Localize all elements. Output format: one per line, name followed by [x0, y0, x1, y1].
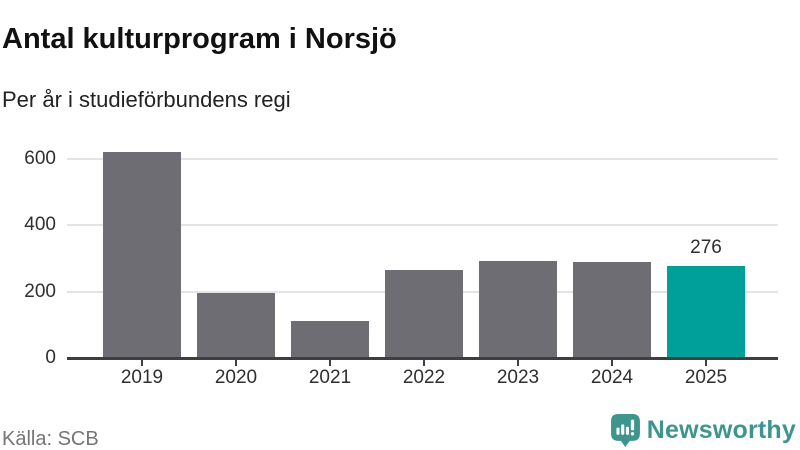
x-axis-label-2024: 2024	[590, 367, 634, 388]
x-axis-tick-2022	[423, 360, 425, 366]
chart-title: Antal kulturprogram i Norsjö	[2, 23, 397, 56]
highlight-bar-value-label: 276	[690, 237, 722, 259]
x-axis-tick-2023	[517, 360, 519, 366]
gridline-400	[67, 224, 778, 226]
newsworthy-logo[interactable]: Newsworthy	[610, 412, 796, 448]
y-axis-tick-label-0: 0	[45, 347, 56, 368]
gridline-600	[67, 157, 778, 160]
x-axis-label-2021: 2021	[308, 367, 352, 388]
x-axis-label-2020: 2020	[214, 367, 258, 388]
x-axis-label-2022: 2022	[402, 367, 446, 388]
bar-2022	[385, 269, 463, 358]
chart-subtitle: Per år i studieförbundens regi	[2, 87, 291, 112]
bar-2020	[197, 293, 275, 358]
x-axis-label-2019: 2019	[120, 367, 164, 388]
bar-2019	[103, 151, 181, 358]
y-axis-tick-label-600: 600	[24, 147, 56, 169]
x-axis-line	[67, 357, 778, 360]
x-axis-tick-2025	[705, 360, 707, 366]
bar-2024	[573, 261, 651, 358]
x-axis-tick-2024	[611, 360, 613, 366]
bar-2021	[291, 321, 369, 358]
bar-2023	[479, 260, 557, 358]
x-axis-label-2023: 2023	[496, 367, 540, 388]
x-axis-label-2025: 2025	[684, 367, 728, 388]
newsworthy-icon	[610, 413, 640, 447]
bar-2025	[667, 266, 745, 358]
x-axis-tick-2020	[235, 360, 237, 366]
x-axis-tick-2021	[329, 360, 331, 366]
y-axis-tick-label-400: 400	[24, 214, 56, 235]
source-label: Källa: SCB	[2, 428, 99, 450]
y-axis-tick-label-200: 200	[24, 280, 56, 302]
newsworthy-wordmark: Newsworthy	[646, 415, 796, 444]
x-axis-tick-2019	[141, 360, 143, 366]
